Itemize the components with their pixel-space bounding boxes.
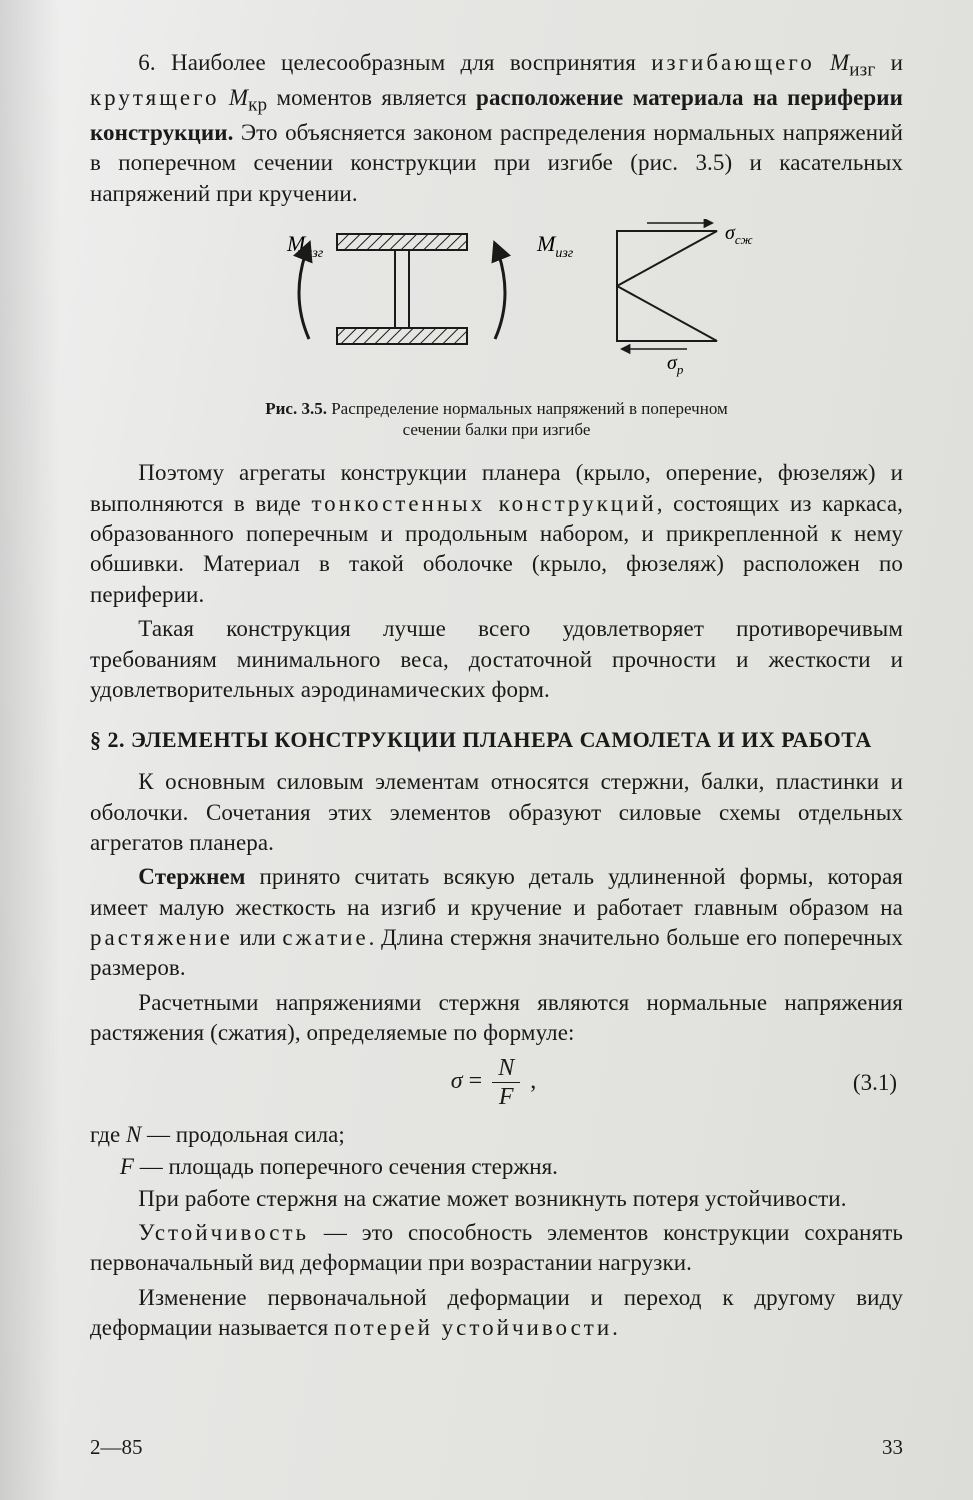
page: 6. Наиболее целесообразным для воспринят… <box>0 0 973 1500</box>
i-beam-icon <box>299 234 505 344</box>
paragraph-thinwall: Поэтому агрегаты конструкции планера (кр… <box>90 458 903 610</box>
beam-bending-diagram: Mизг Mизг <box>217 219 777 389</box>
label-m-right: Mизг <box>536 231 574 261</box>
where-block: где N — продольная сила; F — площадь поп… <box>90 1119 903 1181</box>
paragraph-stress-intro: Расчетными напряжениями стержня являются… <box>90 988 903 1049</box>
formula-number: (3.1) <box>536 1070 903 1096</box>
figure-caption: Рис. 3.5. Распределение нормальных напря… <box>237 398 757 441</box>
paragraph-6: 6. Наиболее целесообразным для воспринят… <box>90 48 903 209</box>
sheet-signature: 2—85 <box>90 1435 143 1460</box>
paragraph-buckling-intro: При работе стержня на сжатие может возни… <box>90 1184 903 1214</box>
stress-diagram-icon: σсж σр <box>617 222 753 377</box>
item-number: 6. <box>138 50 171 75</box>
page-number: 33 <box>882 1435 903 1460</box>
formula-3-1: σ = NF , (3.1) <box>90 1056 903 1109</box>
sigma-tension-label: σр <box>667 352 684 377</box>
paragraph-elements: К основным силовым элементам относятся с… <box>90 767 903 858</box>
page-shadow <box>0 0 60 1500</box>
paragraph-stability: Устойчивость — это способность элементов… <box>90 1218 903 1279</box>
figure-3-5: Mизг Mизг <box>90 219 903 441</box>
sigma-compress-label: σсж <box>725 222 753 247</box>
paragraph-rod: Стержнем принято считать всякую деталь у… <box>90 862 903 983</box>
paragraph-loss-stability: Изменение первоначальной деформации и пе… <box>90 1283 903 1344</box>
paragraph-requirements: Такая конструкция лучше всего удовлетвор… <box>90 614 903 705</box>
section-heading: § 2. ЭЛЕМЕНТЫ КОНСТРУКЦИИ ПЛАНЕРА САМОЛЕ… <box>90 727 903 753</box>
page-footer: 2—85 33 <box>90 1435 903 1460</box>
